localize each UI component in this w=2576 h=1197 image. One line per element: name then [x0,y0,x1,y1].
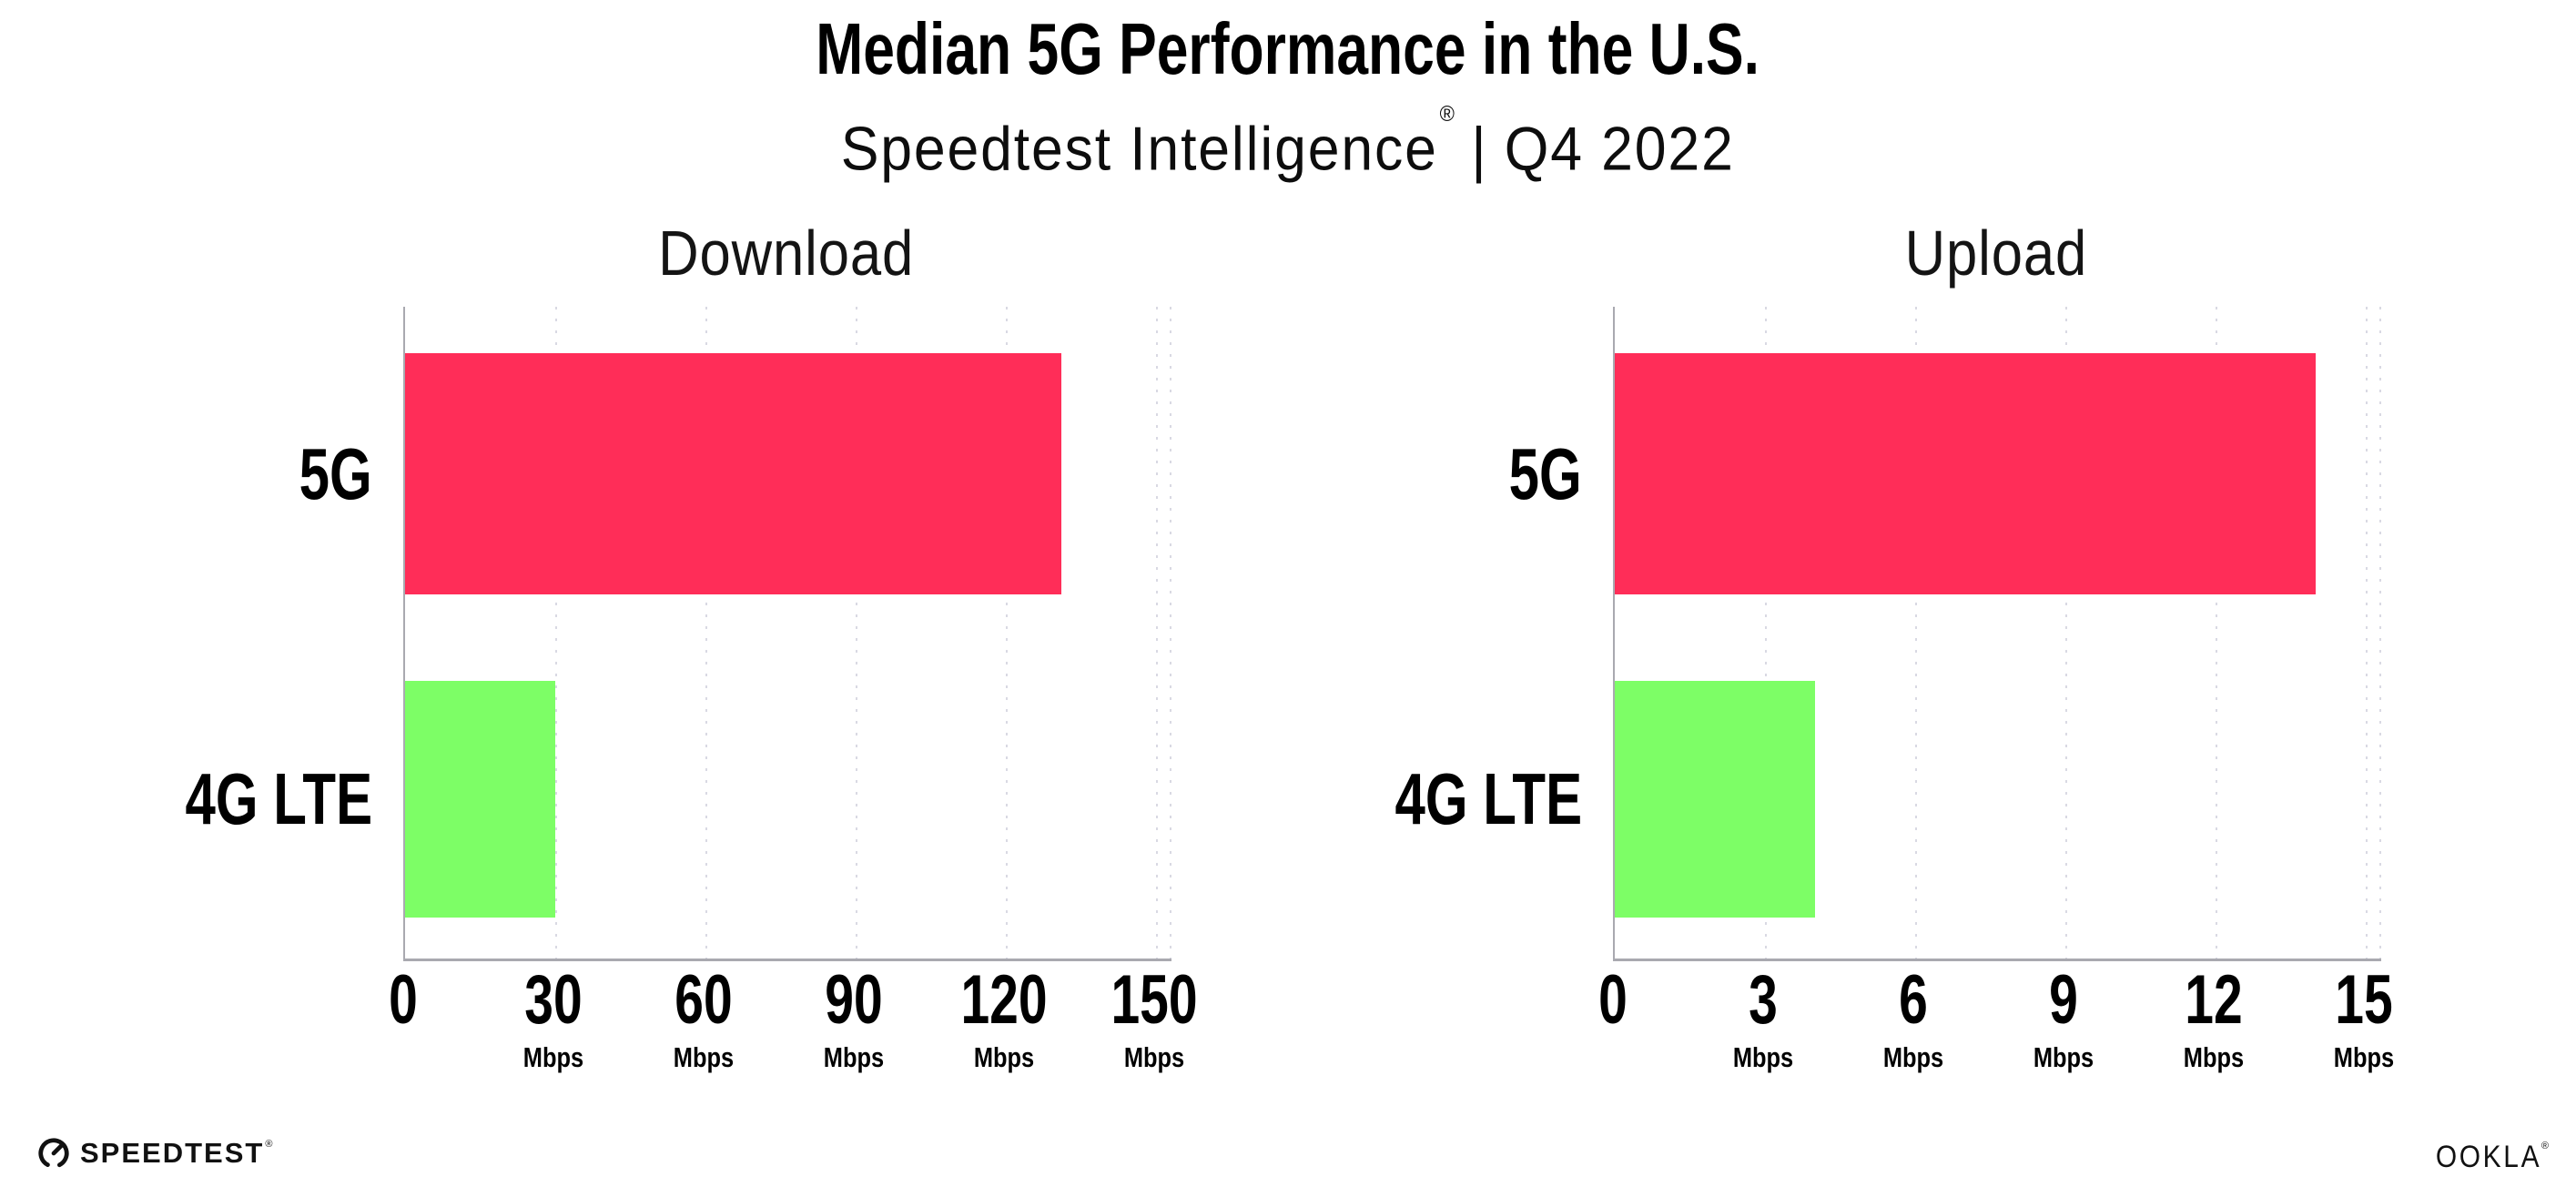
x-tick-value: 60 [674,961,733,1039]
x-tick-150: 150 Mbps [1097,966,1212,1073]
upload-plot-area [1613,307,2381,961]
download-x-axis-labels: 0 30 Mbps 60 Mbps 90 Mbps 120 Mbps 150 Mbps [389,966,1197,1148]
registered-mark: ® [1439,102,1455,127]
gridline-30 [555,307,557,959]
x-tick-value: 3 [1749,961,1778,1039]
x-tick-12: 12 Mbps [2175,966,2253,1073]
bar-5g [1615,353,2316,594]
x-tick-value: 12 [2185,961,2243,1039]
subtitle-product: Speedtest Intelligence [840,114,1439,184]
gridline-90 [856,307,857,959]
upload-chart-title: Upload [1904,218,2088,289]
x-tick-value: 0 [389,961,418,1039]
ookla-registered-mark: ® [2541,1140,2549,1151]
x-tick-9: 9 Mbps [2027,966,2101,1073]
category-label-4g-lte: 4G LTE [1394,758,1582,839]
speedtest-gauge-icon [38,1138,69,1169]
x-tick-15: 15 Mbps [2326,966,2403,1073]
x-tick-unit: Mbps [2183,1041,2245,1073]
category-label-4g-lte: 4G LTE [185,758,372,839]
x-tick-3: 3 Mbps [1727,966,1800,1073]
gridline-120 [1006,307,1008,959]
x-tick-value: 9 [2049,961,2078,1039]
x-tick-value: 90 [825,961,883,1039]
subtitle-separator: | [1471,114,1488,184]
x-tick-value: 0 [1598,961,1628,1039]
x-tick-unit: Mbps [522,1041,584,1073]
x-tick-90: 90 Mbps [816,966,893,1073]
gridline-3 [1765,307,1767,959]
gridline-plot-edge [1170,307,1171,959]
gridline-150 [1156,307,1158,959]
x-tick-value: 150 [1111,961,1198,1039]
gridline-15 [2366,307,2368,959]
category-label-5g: 5G [299,432,372,514]
x-tick-unit: Mbps [973,1041,1035,1073]
page-title-text: Median 5G Performance in the U.S. [816,8,1760,89]
speedtest-registered-mark: ® [265,1139,273,1150]
x-tick-60: 60 Mbps [665,966,743,1073]
gridline-plot-edge [2379,307,2381,959]
x-tick-6: 6 Mbps [1877,966,1951,1073]
upload-chart: Upload 5G 4G LTE 0 3 Mbps 6 Mbps 9 Mbps 12 Mbps 15… [1394,221,2394,1073]
x-tick-0: 0 [384,966,422,1035]
bar-4g-lte [1615,681,1815,918]
x-tick-unit: Mbps [2333,1041,2395,1073]
x-tick-0: 0 [1594,966,1632,1035]
subtitle-period: Q4 2022 [1505,114,1736,184]
gridline-6 [1915,307,1917,959]
ookla-logo-text: OOKLA [2435,1140,2541,1174]
upload-x-axis-labels: 0 3 Mbps 6 Mbps 9 Mbps 12 Mbps 15 Mbps [1598,966,2394,1148]
gridline-12 [2216,307,2217,959]
ookla-logo: OOKLA® [2421,1140,2549,1175]
x-tick-unit: Mbps [673,1041,735,1073]
subtitle: Speedtest Intelligence® | Q4 2022 [0,102,2576,184]
x-tick-unit: Mbps [823,1041,885,1073]
bar-4g-lte [405,681,555,918]
x-tick-value: 15 [2335,961,2393,1039]
x-tick-unit: Mbps [1732,1041,1794,1073]
bar-5g [405,353,1061,594]
x-tick-unit: Mbps [1882,1041,1944,1073]
x-tick-30: 30 Mbps [515,966,593,1073]
download-chart: Download 5G 4G LTE 0 30 Mbps 60 Mbps 90 Mbps 120… [185,221,1197,1073]
x-tick-120: 120 Mbps [947,966,1062,1073]
x-tick-value: 30 [524,961,583,1039]
speedtest-logo: SPEEDTEST ® [36,1136,272,1171]
page-title: Median 5G Performance in the U.S. [0,9,2576,89]
download-plot-area [403,307,1171,961]
gridline-60 [705,307,707,959]
download-chart-title: Download [658,218,915,289]
gridline-9 [2065,307,2067,959]
x-tick-unit: Mbps [2033,1041,2094,1073]
x-tick-value: 120 [960,961,1048,1039]
category-label-5g: 5G [1508,432,1582,514]
x-tick-value: 6 [1899,961,1928,1039]
x-tick-unit: Mbps [1123,1041,1185,1073]
speedtest-logo-text: SPEEDTEST [80,1137,265,1169]
